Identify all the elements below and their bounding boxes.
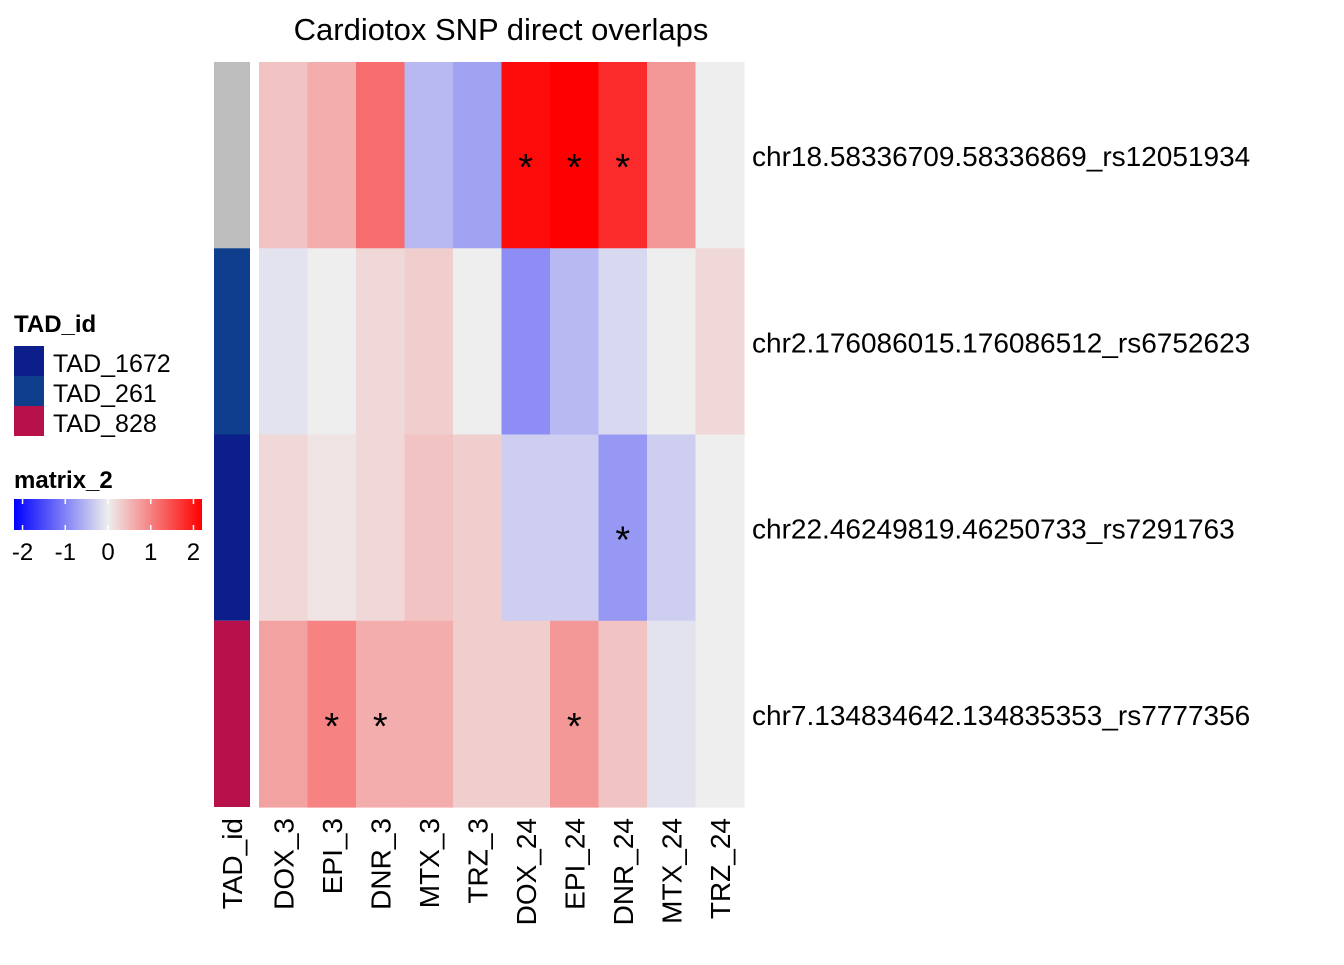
heatmap-cell xyxy=(307,620,357,808)
heatmap-cell xyxy=(307,62,357,249)
heatmap-cell xyxy=(259,62,309,249)
heatmap-cell xyxy=(695,62,745,249)
significance-star: * xyxy=(324,706,339,748)
heatmap-cell xyxy=(307,434,357,622)
heatmap-cell xyxy=(647,248,697,436)
heatmap-cell xyxy=(550,248,600,436)
column-label: DNR_3 xyxy=(365,818,396,910)
column-label: DOX_3 xyxy=(268,818,299,910)
row-label: chr22.46249819.46250733_rs7291763 xyxy=(752,514,1235,545)
colorbar-tick-label: 1 xyxy=(144,539,157,566)
column-label: DOX_24 xyxy=(511,818,542,925)
heatmap-cell xyxy=(550,434,600,622)
significance-star: * xyxy=(518,147,533,189)
tad-legend-label: TAD_261 xyxy=(53,380,157,408)
row-label: chr2.176086015.176086512_rs6752623 xyxy=(752,327,1250,358)
heatmap-cell xyxy=(501,62,551,249)
heatmap-cell xyxy=(598,248,648,436)
column-label: TAD_id xyxy=(217,818,248,909)
colorbar-tick-label: 2 xyxy=(187,539,200,566)
chart-title: Cardiotox SNP direct overlaps xyxy=(294,12,709,47)
column-label: EPI_3 xyxy=(317,818,348,894)
significance-star: * xyxy=(615,147,630,189)
heatmap-cell xyxy=(695,248,745,436)
tad-legend-swatch xyxy=(14,376,44,406)
significance-star: * xyxy=(567,706,582,748)
heatmap-cell xyxy=(453,62,503,249)
tad-legend-label: TAD_1672 xyxy=(53,350,171,378)
tad-annotation-cell xyxy=(214,248,250,435)
heatmap-cell xyxy=(404,248,454,436)
heatmap-cell xyxy=(356,620,406,808)
heatmap-cell xyxy=(453,434,503,622)
column-label: TRZ_24 xyxy=(705,818,736,919)
heatmap-cell xyxy=(259,248,309,436)
heatmap-cell xyxy=(501,248,551,436)
tad-annotation-column xyxy=(214,62,250,807)
significance-markers: * * * * * * * xyxy=(324,147,630,748)
tad-annotation-cell xyxy=(214,620,250,807)
column-label: TRZ_3 xyxy=(462,818,493,904)
heatmap-cell xyxy=(647,434,697,622)
heatmap-cell xyxy=(598,620,648,808)
heatmap-cell xyxy=(598,434,648,622)
heatmap-cell xyxy=(695,620,745,808)
heatmap-cell xyxy=(550,62,600,249)
heatmap-cell xyxy=(695,434,745,622)
matrix-colorbar-legend: matrix_2 -2 -1 0 1 2 xyxy=(12,467,202,566)
column-label: DNR_24 xyxy=(608,818,639,925)
heatmap-cell xyxy=(404,434,454,622)
tad-legend-label: TAD_828 xyxy=(53,410,157,438)
heatmap-cell xyxy=(598,62,648,249)
column-label: EPI_24 xyxy=(559,818,590,910)
heatmap-cell xyxy=(356,62,406,249)
colorbar-tick-label: 0 xyxy=(101,539,114,566)
heatmap-cell xyxy=(259,620,309,808)
colorbar-tick-label: -2 xyxy=(12,539,33,566)
row-label: chr18.58336709.58336869_rs12051934 xyxy=(752,141,1250,172)
heatmap-cell xyxy=(356,248,406,436)
heatmap-cell xyxy=(647,62,697,249)
heatmap-cell xyxy=(501,620,551,808)
colorbar-title: matrix_2 xyxy=(14,467,113,494)
heatmap-cell xyxy=(356,434,406,622)
significance-star: * xyxy=(373,706,388,748)
heatmap-cell xyxy=(307,248,357,436)
tad-annotation-cell xyxy=(214,62,250,249)
tad-legend-swatch xyxy=(14,406,44,436)
colorbar-gradient xyxy=(14,499,202,530)
heatmap-cell xyxy=(404,62,454,249)
heatmap-cell xyxy=(550,620,600,808)
heatmap-cells xyxy=(259,62,745,808)
significance-star: * xyxy=(567,147,582,189)
heatmap-cell xyxy=(453,620,503,808)
heatmap-cell xyxy=(501,434,551,622)
colorbar-tick-label: -1 xyxy=(55,539,76,566)
heatmap-cell xyxy=(647,620,697,808)
row-labels: chr18.58336709.58336869_rs12051934 chr2.1… xyxy=(752,141,1250,731)
tad-annotation-cell xyxy=(214,434,250,621)
tad-legend-title: TAD_id xyxy=(14,311,96,338)
heatmap-cell xyxy=(453,248,503,436)
column-label: MTX_24 xyxy=(656,818,687,924)
column-label: MTX_3 xyxy=(414,818,445,908)
heatmap-cell xyxy=(259,434,309,622)
row-label: chr7.134834642.134835353_rs7777356 xyxy=(752,700,1250,731)
significance-star: * xyxy=(615,520,630,562)
column-labels: TAD_id DOX_3 EPI_3 DNR_3 MTX_3 TRZ_3 DOX_24 EPI… xyxy=(217,818,736,925)
tad-legend-swatch xyxy=(14,346,44,376)
heatmap-cell xyxy=(404,620,454,808)
